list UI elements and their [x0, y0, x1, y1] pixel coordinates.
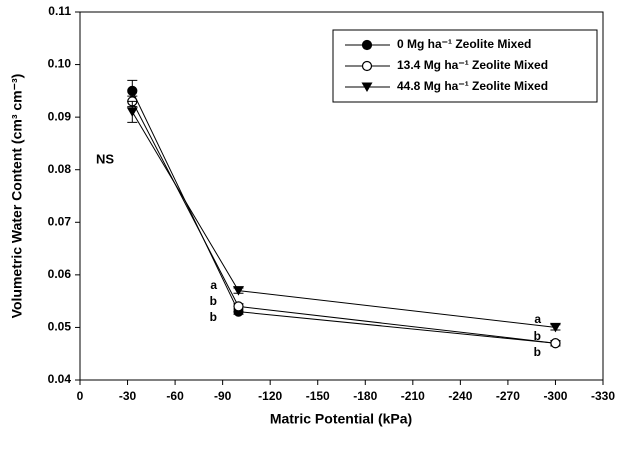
x-tick-label: -30: [119, 389, 137, 403]
marker: [361, 39, 373, 51]
x-axis-label: Matric Potential (kPa): [270, 411, 412, 427]
marker: [232, 286, 244, 296]
x-tick-label: -300: [543, 389, 567, 403]
y-tick-label: 0.04: [48, 372, 72, 386]
y-tick-label: 0.06: [48, 267, 72, 281]
legend-label: 13.4 Mg ha⁻¹ Zeolite Mixed: [397, 58, 548, 72]
x-tick-label: -120: [258, 389, 282, 403]
marker: [549, 322, 561, 333]
y-tick-label: 0.08: [48, 162, 72, 176]
marker: [127, 85, 138, 96]
annotation: a: [534, 312, 541, 326]
plot-frame: [79, 11, 604, 381]
marker: [361, 60, 373, 72]
annotation: b: [534, 345, 541, 359]
x-tick-label: -90: [214, 389, 232, 403]
y-tick-label: 0.05: [48, 320, 72, 334]
annotation: NS: [96, 151, 114, 166]
y-tick-label: 0.07: [48, 214, 72, 228]
x-tick-label: -150: [306, 389, 330, 403]
annotation: b: [534, 329, 541, 343]
marker: [361, 82, 373, 92]
x-tick-label: -60: [166, 389, 184, 403]
x-tick-label: -210: [401, 389, 425, 403]
annotation: b: [210, 310, 217, 324]
x-tick-label: -180: [353, 389, 377, 403]
y-tick-label: 0.09: [48, 109, 72, 123]
x-tick-label: -270: [496, 389, 520, 403]
x-tick-label: 0: [77, 389, 84, 403]
marker: [126, 107, 138, 117]
annotation: a: [210, 278, 217, 292]
legend-label: 44.8 Mg ha⁻¹ Zeolite Mixed: [397, 79, 548, 93]
marker: [233, 301, 244, 312]
annotation: b: [210, 294, 217, 308]
y-tick-label: 0.10: [48, 57, 72, 71]
legend-label: 0 Mg ha⁻¹ Zeolite Mixed: [397, 37, 531, 51]
marker: [550, 338, 561, 349]
series-line: [131, 111, 556, 328]
x-tick-label: -240: [448, 389, 472, 403]
x-tick-label: -330: [591, 389, 615, 403]
y-axis-label: Volumetric Water Content (cm³ cm⁻³): [9, 74, 25, 319]
y-tick-label: 0.11: [48, 4, 71, 18]
series-line: [131, 90, 556, 344]
